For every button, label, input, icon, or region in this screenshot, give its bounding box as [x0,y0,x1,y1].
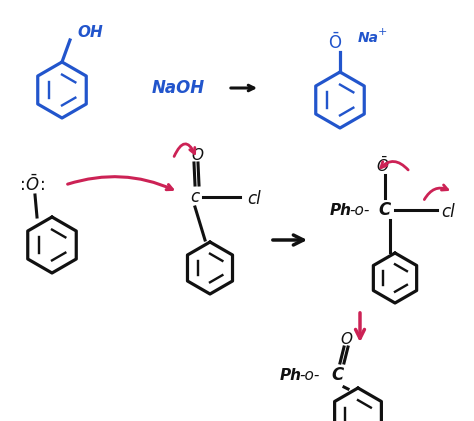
Text: +: + [378,27,387,37]
Text: $\mathdefault{\bar{O}}$: $\mathdefault{\bar{O}}$ [328,33,342,53]
Text: O: O [340,331,352,346]
Text: $:\!\bar{O}\!:$: $:\!\bar{O}\!:$ [16,175,45,195]
Text: Ph: Ph [330,203,352,218]
Text: -o-: -o- [299,368,319,383]
Text: $\bar{O}$: $\bar{O}$ [376,155,390,175]
Text: NaOH: NaOH [151,79,205,97]
Text: c: c [191,188,200,206]
Text: cl: cl [247,190,261,208]
Text: C: C [379,201,391,219]
Text: C: C [332,366,344,384]
Text: OH: OH [77,24,103,40]
Text: -o-: -o- [349,203,369,218]
Text: Na: Na [358,31,379,45]
Text: O: O [191,147,203,163]
Text: cl: cl [441,203,455,221]
Text: Ph: Ph [280,368,302,383]
